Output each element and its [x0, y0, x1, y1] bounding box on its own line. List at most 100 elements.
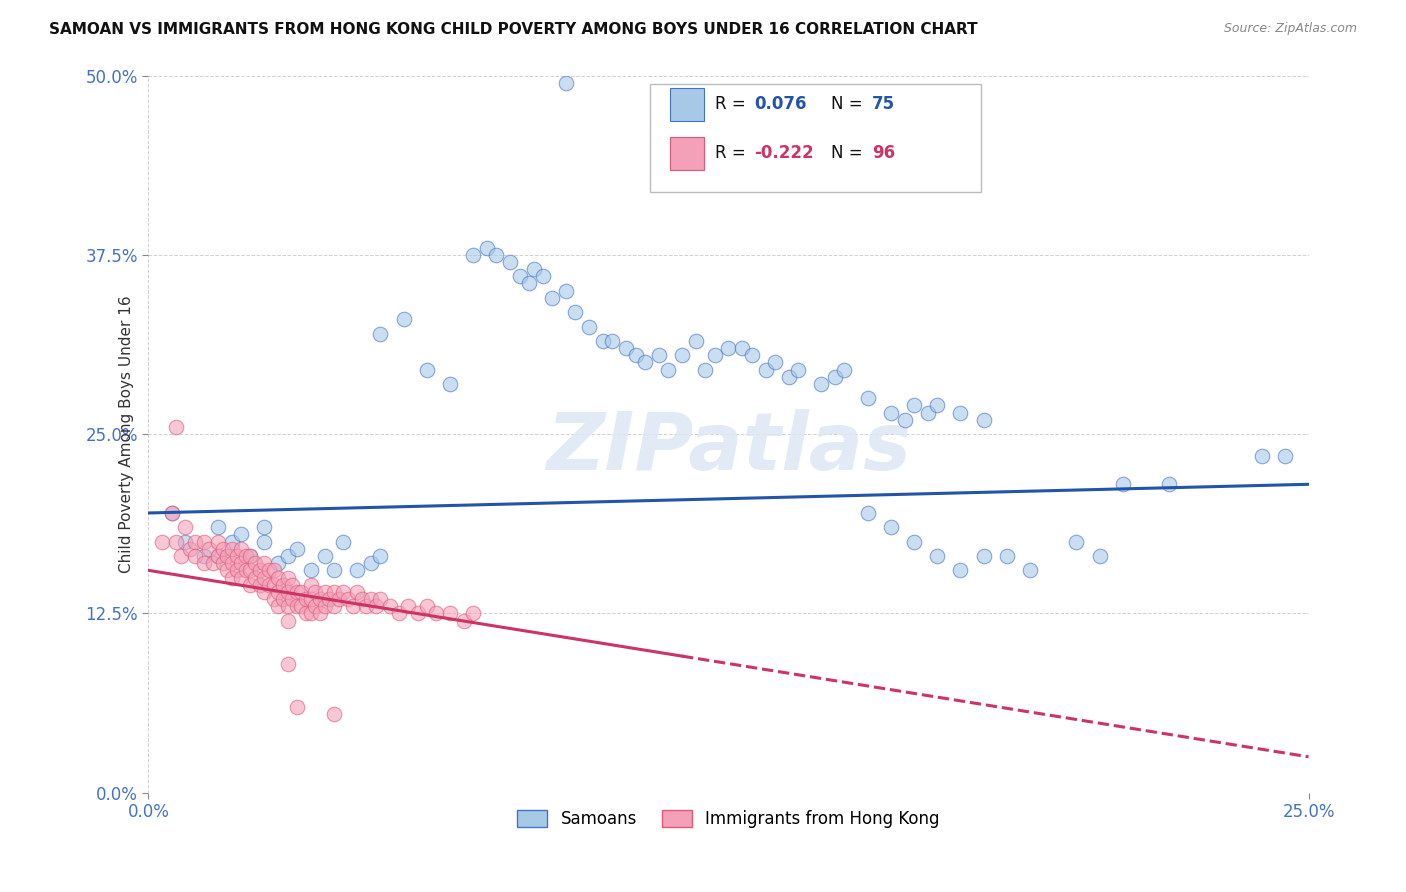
Point	[295, 607, 318, 621]
Text: 75: 75	[872, 95, 896, 113]
Point	[439, 607, 461, 621]
Point	[309, 607, 332, 621]
Point	[717, 341, 740, 355]
Point	[624, 348, 647, 362]
Point	[179, 541, 201, 556]
Point	[202, 556, 225, 570]
Point	[614, 341, 637, 355]
Text: ZIPatlas: ZIPatlas	[546, 409, 911, 487]
Point	[239, 577, 262, 591]
Point	[927, 549, 949, 563]
Point	[231, 527, 253, 541]
Point	[323, 585, 346, 599]
Point	[295, 592, 318, 607]
Point	[314, 599, 336, 614]
Point	[342, 599, 364, 614]
Point	[211, 556, 233, 570]
Text: R =: R =	[714, 95, 751, 113]
Point	[509, 269, 531, 284]
Point	[880, 406, 903, 420]
Point	[249, 563, 271, 577]
Text: R =: R =	[714, 144, 751, 162]
Point	[239, 549, 262, 563]
Text: N =: N =	[831, 95, 868, 113]
Point	[253, 585, 276, 599]
Point	[150, 534, 173, 549]
Point	[453, 614, 475, 628]
Point	[207, 534, 229, 549]
Text: N =: N =	[831, 144, 868, 162]
Point	[578, 319, 600, 334]
Point	[685, 334, 707, 348]
Point	[235, 563, 257, 577]
Point	[225, 549, 247, 563]
Point	[949, 406, 972, 420]
Point	[231, 541, 253, 556]
Point	[463, 248, 485, 262]
Point	[170, 549, 193, 563]
Y-axis label: Child Poverty Among Boys Under 16: Child Poverty Among Boys Under 16	[120, 295, 135, 573]
Point	[370, 326, 392, 341]
Point	[323, 706, 346, 721]
Point	[299, 592, 322, 607]
FancyBboxPatch shape	[650, 84, 981, 193]
Point	[416, 362, 439, 376]
Point	[197, 541, 219, 556]
Point	[184, 549, 207, 563]
Point	[350, 592, 373, 607]
Text: -0.222: -0.222	[754, 144, 814, 162]
Point	[221, 556, 243, 570]
Point	[787, 362, 810, 376]
Point	[271, 592, 294, 607]
Point	[995, 549, 1018, 563]
Point	[360, 556, 382, 570]
Point	[253, 570, 276, 584]
Point	[1019, 563, 1042, 577]
Point	[671, 348, 693, 362]
Point	[217, 549, 239, 563]
Point	[221, 570, 243, 584]
Point	[1159, 477, 1181, 491]
Point	[834, 362, 856, 376]
Point	[277, 614, 299, 628]
Point	[475, 241, 498, 255]
Point	[193, 556, 215, 570]
Point	[634, 355, 657, 369]
Point	[364, 599, 387, 614]
Point	[235, 549, 257, 563]
Point	[263, 563, 285, 577]
Point	[949, 563, 972, 577]
Point	[517, 277, 540, 291]
Point	[277, 549, 299, 563]
Point	[370, 592, 392, 607]
Point	[277, 599, 299, 614]
Point	[231, 556, 253, 570]
Point	[277, 657, 299, 671]
Point	[824, 369, 846, 384]
Point	[299, 563, 322, 577]
Point	[243, 570, 266, 584]
Point	[332, 585, 354, 599]
Point	[1112, 477, 1135, 491]
Point	[856, 391, 879, 405]
Point	[277, 585, 299, 599]
Point	[973, 549, 995, 563]
Text: SAMOAN VS IMMIGRANTS FROM HONG KONG CHILD POVERTY AMONG BOYS UNDER 16 CORRELATIO: SAMOAN VS IMMIGRANTS FROM HONG KONG CHIL…	[49, 22, 977, 37]
Point	[253, 520, 276, 534]
Point	[754, 362, 776, 376]
Text: 0.076: 0.076	[754, 95, 807, 113]
Point	[253, 534, 276, 549]
Point	[277, 570, 299, 584]
Point	[346, 563, 368, 577]
Point	[309, 592, 332, 607]
Point	[257, 563, 280, 577]
Point	[299, 577, 322, 591]
Point	[336, 592, 359, 607]
Point	[207, 520, 229, 534]
Point	[267, 599, 290, 614]
Point	[903, 534, 925, 549]
Text: 96: 96	[872, 144, 896, 162]
Point	[657, 362, 679, 376]
Point	[856, 506, 879, 520]
Point	[231, 570, 253, 584]
